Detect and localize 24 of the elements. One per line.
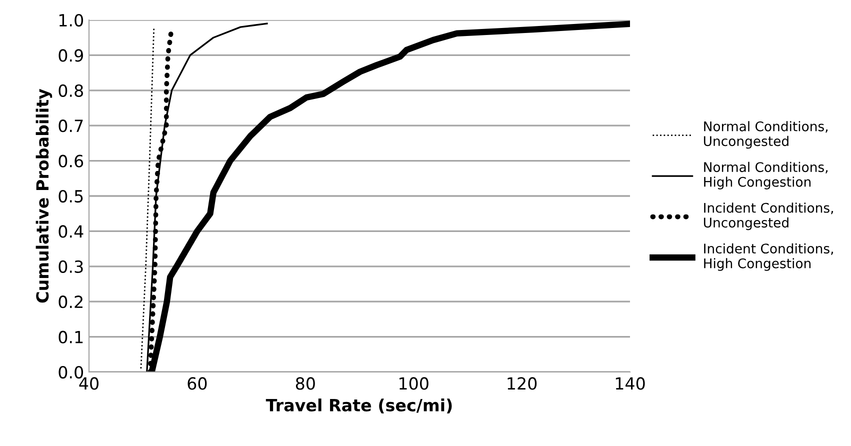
legend-label: Incident Conditions, High Congestion	[704, 243, 833, 271]
y-tick-label: 0.5	[58, 190, 83, 203]
x-tick-label: 80	[296, 377, 315, 390]
y-axis-title: Cumulative Probability	[36, 88, 52, 303]
legend-label: Normal Conditions, Uncongested	[704, 121, 828, 149]
x-tick-label: 140	[616, 377, 645, 390]
y-tick-label: 0.8	[58, 84, 83, 97]
legend-label: Normal Conditions, High Congestion	[704, 162, 828, 190]
x-tick-label: 60	[188, 377, 207, 390]
line-series	[140, 26, 155, 370]
y-tick-label: 1.0	[59, 14, 84, 27]
x-tick-label: 120	[508, 377, 537, 390]
y-tick-label: 0.1	[58, 330, 83, 344]
x-tick-label: 40	[79, 377, 98, 390]
y-tick-label: 0.3	[58, 260, 83, 273]
y-tick-label: 0.2	[58, 296, 82, 308]
y-tick-label: 0.7	[58, 120, 83, 132]
y-tick-label: 0.0	[58, 366, 84, 379]
legend-label: Incident Conditions, Uncongested	[704, 202, 833, 230]
y-tick-label: 0.4	[58, 225, 84, 238]
x-tick-label: 100	[400, 377, 428, 390]
y-tick-label: 0.6	[58, 154, 84, 168]
y-tick-label: 0.9	[58, 49, 83, 62]
x-axis-title: Travel Rate (sec/mi)	[266, 398, 452, 414]
